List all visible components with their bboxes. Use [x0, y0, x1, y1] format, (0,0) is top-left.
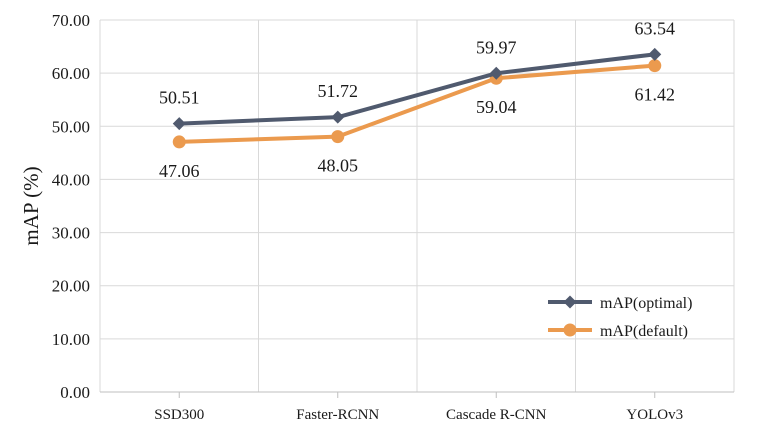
legend-label-optimal: mAP(optimal): [600, 295, 692, 312]
x-tick-label: Faster-RCNN: [296, 407, 379, 423]
data-point-optimal: [648, 47, 662, 61]
series-line-optimal: [177, 52, 657, 126]
legend-label-default: mAP(default): [600, 323, 688, 340]
y-tick-label: 30.00: [52, 224, 90, 243]
data-labels: 50.51 51.72 59.97 63.54 47.06 48.05 59.04 61.42: [159, 18, 675, 181]
legend-marker-default: [563, 323, 577, 337]
y-tick-label: 60.00: [52, 64, 90, 83]
axes: 0.00 10.00 20.00 30.00 40.00 50.00 60.00 70.00 S…: [52, 11, 734, 423]
y-tick-label: 10.00: [52, 330, 90, 349]
x-tick-label: SSD300: [154, 407, 204, 423]
legend-marker-optimal: [563, 295, 577, 309]
y-tick-label: 50.00: [52, 117, 90, 136]
data-label-default: 61.42: [635, 85, 676, 105]
x-tick-label: YOLOv3: [626, 407, 683, 423]
y-tick-label: 70.00: [52, 11, 90, 30]
y-axis-title: mAP (%): [19, 166, 43, 245]
data-point-optimal: [331, 110, 345, 124]
data-label-default: 47.06: [159, 161, 200, 181]
data-label-optimal: 59.97: [476, 37, 517, 57]
data-point-optimal: [489, 66, 503, 80]
data-point-default: [172, 135, 186, 149]
data-label-optimal: 51.72: [318, 81, 359, 101]
data-point-default: [648, 59, 662, 73]
data-point-default: [331, 130, 345, 144]
data-point-optimal: [172, 117, 186, 131]
series: [172, 47, 662, 149]
data-label-optimal: 50.51: [159, 88, 200, 108]
series-line-default: [177, 63, 657, 144]
legend: mAP(optimal) mAP(default): [548, 295, 692, 340]
y-tick-label: 20.00: [52, 277, 90, 296]
data-label-optimal: 63.54: [635, 18, 676, 38]
x-tick-label: Cascade R-CNN: [446, 407, 547, 423]
data-label-default: 59.04: [476, 97, 517, 117]
y-tick-label: 0.00: [60, 383, 90, 402]
y-tick-label: 40.00: [52, 170, 90, 189]
data-label-default: 48.05: [318, 156, 359, 176]
